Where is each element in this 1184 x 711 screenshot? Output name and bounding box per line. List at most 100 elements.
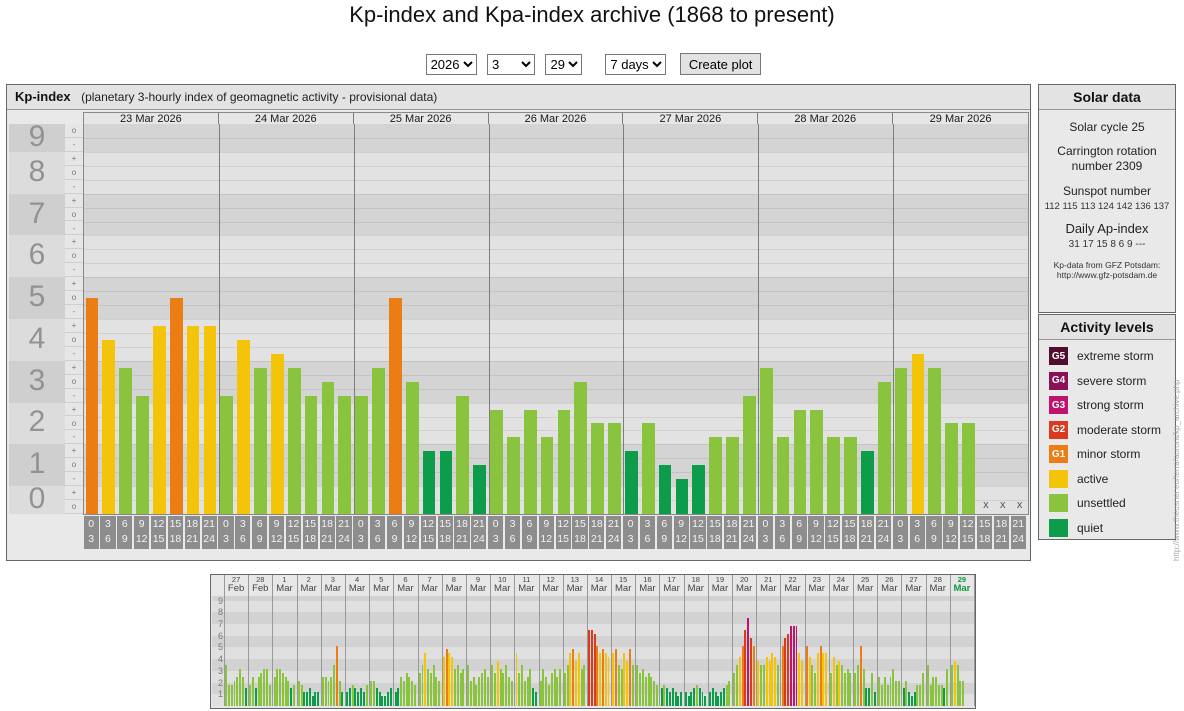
mini-day-number: 8 (451, 575, 456, 584)
mini-day-number: 5 (379, 575, 384, 584)
day-separator (218, 124, 220, 514)
mini-kp-bar (590, 629, 593, 706)
mini-day-month: Mar (687, 583, 704, 594)
mini-kp-bar (268, 684, 271, 706)
solar-cycle: Solar cycle 25 (1069, 120, 1145, 134)
mini-kp-bar (642, 668, 644, 706)
kp-bar (372, 367, 385, 514)
time-bin-labels: 0 3 3 6 6 9 9 12 12 15 15 18 18 21 21 24 0 3 3 6 6 9 9 12 12 15 15… (83, 516, 1029, 549)
mini-kp-bar (881, 684, 884, 706)
mini-kp-bar (346, 692, 349, 706)
mini-kp-bar (577, 653, 580, 706)
mini-kp-bar (408, 676, 411, 706)
mini-day-number: 4 (354, 575, 360, 584)
kp-axis-tick: o (65, 458, 83, 472)
kp-axis-number: 4 (28, 321, 46, 355)
mini-kp-bar (496, 661, 499, 706)
mini-day-separator (393, 575, 395, 706)
mini-day-month: Mar (590, 583, 608, 594)
gfz-link[interactable]: http://www.gfz-potsdam.de (1056, 270, 1158, 280)
kp-bar (776, 437, 790, 514)
mini-kp-bar (647, 672, 650, 706)
mini-day-separator (804, 575, 806, 706)
time-bin-label: 9 12 (673, 516, 689, 549)
mini-day-month: Feb (227, 583, 245, 594)
grid-line (84, 472, 1028, 474)
mini-kp-bar (402, 680, 405, 706)
time-bin-label: 18 21 (993, 516, 1010, 549)
mini-kp-bar (236, 676, 239, 706)
activity-level-row: G5 extreme storm (1039, 344, 1175, 369)
plot-controls: 2026 3 29 7 days Create plot (0, 53, 1184, 75)
mini-kp-bar (835, 665, 838, 706)
kp-axis-band: 2 (9, 402, 65, 445)
mini-kp-bar (575, 661, 577, 706)
mini-kp-bar (389, 688, 392, 706)
missing-data-marker: x (999, 499, 1006, 511)
mini-kp-bar (360, 688, 362, 706)
mini-kp-bar (507, 676, 510, 706)
kp-bar (422, 451, 436, 514)
mini-kp-bar (669, 692, 671, 706)
grid-line (84, 374, 1028, 376)
site-watermark: http://www.theusner.eu/terra/aurora/kp_a… (1172, 379, 1181, 561)
time-bin-label: 18 21 (454, 516, 470, 549)
mini-kp-bar (333, 665, 336, 706)
mini-kp-bar (303, 692, 306, 706)
day-select[interactable]: 29 (545, 53, 583, 75)
grid-line (84, 193, 1028, 195)
kp-axis-band: 5 (9, 277, 65, 319)
mini-kp-bar (946, 668, 949, 706)
kp-bar (506, 437, 520, 514)
mini-kp-bar (300, 684, 303, 706)
mini-day-separator (707, 575, 709, 706)
mini-day-separator (732, 575, 734, 706)
mini-kp-bar (572, 649, 575, 706)
mini-kp-bar (720, 692, 723, 706)
month-select[interactable]: 3 (487, 53, 536, 75)
day-header-label: 25 Mar 2026 (354, 113, 489, 125)
mini-kp-bar (776, 665, 779, 706)
mini-day-separator (949, 575, 951, 706)
create-plot-button[interactable]: Create plot (679, 53, 762, 75)
mini-kp-bar (469, 680, 472, 706)
mini-day-number: 28 (256, 575, 265, 584)
year-select[interactable]: 2026 (425, 53, 477, 75)
mini-kp-bar (671, 688, 674, 706)
time-bin-label: 12 15 (555, 516, 571, 549)
mini-kp-bar (838, 661, 841, 706)
day-separator (758, 124, 760, 514)
mini-kp-bar (873, 692, 876, 706)
mini-kp-bar (763, 665, 765, 706)
mini-axis-label: 8 (217, 607, 223, 618)
grid-line (84, 430, 1028, 432)
range-select[interactable]: 7 days (605, 53, 667, 75)
mini-kp-bar (451, 657, 454, 706)
activity-level-row: G3 strong storm (1039, 393, 1175, 418)
mini-day-number: 27 (909, 575, 918, 584)
kp-bar (119, 367, 133, 514)
mini-kp-bar (687, 696, 690, 706)
mini-day-month: Mar (905, 583, 922, 594)
mini-kp-bar (225, 665, 228, 706)
mini-kp-bar (919, 684, 922, 706)
activity-level-label: quiet (1077, 520, 1104, 535)
mini-day-month: Mar (469, 583, 487, 594)
mini-day-month: Mar (808, 583, 825, 594)
mini-day-separator (248, 575, 250, 706)
panel-subtitle: (planetary 3-hourly index of geomagnetic… (81, 90, 438, 104)
mini-kp-bar (515, 653, 518, 706)
mini-kp-bar (375, 688, 378, 706)
day-separator (623, 124, 625, 514)
mini-day-separator (562, 575, 564, 706)
kp-index-panel: Kp-index (planetary 3-hourly index of ge… (6, 84, 1031, 561)
mini-day-number: 18 (691, 575, 700, 584)
mini-kp-bar (711, 688, 714, 706)
mini-kp-bar (523, 680, 526, 706)
mini-kp-bar (905, 680, 908, 706)
kp-axis-tick: - (65, 263, 83, 277)
mini-kp-bar (499, 668, 502, 706)
time-bin-label: 9 12 (808, 516, 824, 549)
missing-data-marker: x (983, 499, 989, 511)
